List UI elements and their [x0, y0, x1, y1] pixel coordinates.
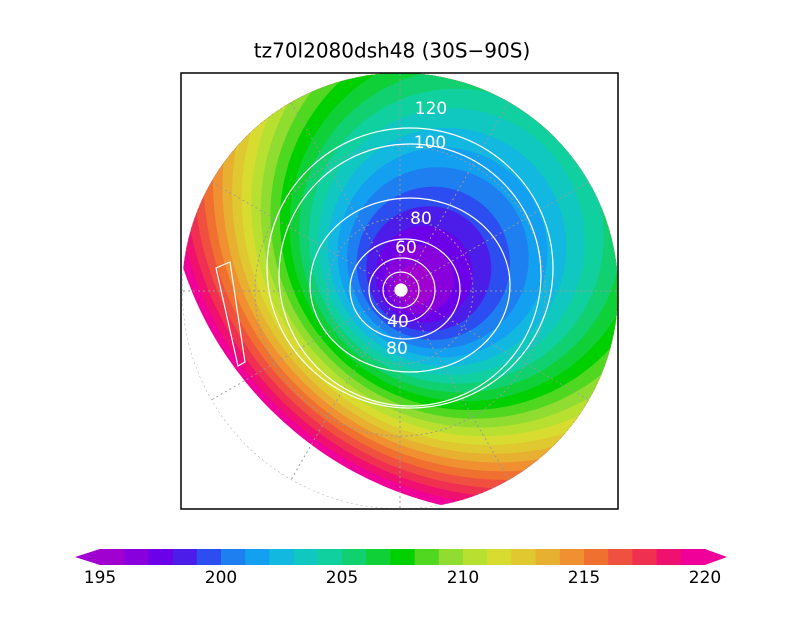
- contour-labels: 120 100 80 60 40 80: [386, 99, 447, 359]
- colorbar-box: [438, 549, 464, 565]
- contour-label: 80: [386, 339, 408, 359]
- colorbar-box: [632, 549, 658, 565]
- colorbar-tick-label: 195: [84, 568, 116, 588]
- colorbar-box: [196, 549, 222, 565]
- colorbar-box: [221, 549, 246, 565]
- colorbar-box: [317, 549, 343, 565]
- colorbar-box: [172, 549, 198, 565]
- parallel: [326, 217, 474, 365]
- colorbar-box: [608, 549, 633, 565]
- meridian: [200, 290, 401, 407]
- colorbar-tick-label: 210: [447, 568, 479, 588]
- parallel: [254, 145, 546, 437]
- colorbar-box: [342, 549, 367, 565]
- meridian: [284, 91, 401, 292]
- colorbar-box: [463, 549, 488, 565]
- colorbar-box: [100, 549, 125, 565]
- colorbar-arrow: [75, 549, 100, 565]
- meridian: [284, 290, 401, 491]
- colorbar-box: [559, 549, 585, 565]
- colorbar-box: [148, 549, 174, 565]
- contour-label: 80: [410, 209, 432, 229]
- graticule: [182, 73, 618, 509]
- colorbar-box: [293, 549, 319, 565]
- colorbar-tick-label: 205: [326, 568, 358, 588]
- meridian: [399, 175, 600, 292]
- contour-label: 120: [415, 99, 447, 119]
- meridian: [399, 91, 516, 292]
- colorbar-box: [656, 549, 682, 565]
- colorbar-box: [511, 549, 537, 565]
- colorbar-box: [124, 549, 149, 565]
- map-frame: [180, 72, 619, 510]
- meridian: [200, 175, 401, 292]
- colorbar-tick-label: 215: [568, 568, 600, 588]
- colorbar-box: [390, 549, 416, 565]
- colorbar-box: [487, 549, 512, 565]
- colorbar-box: [414, 549, 440, 565]
- colorbar-arrow: [705, 549, 727, 565]
- contour-fill: [182, 73, 618, 509]
- colorbar-box: [245, 549, 270, 565]
- meridian: [399, 290, 516, 491]
- colorbar-box: [535, 549, 561, 565]
- colorbar: 195 200 205 210 215 220: [75, 549, 727, 588]
- meridian: [399, 290, 600, 407]
- contour-label: 40: [387, 312, 409, 332]
- colorbar-tick-label: 200: [205, 568, 237, 588]
- map-title: tz70l2080dsh48 (30S−90S): [254, 39, 531, 63]
- contour-label: 60: [395, 238, 417, 258]
- colorbar-box: [680, 549, 706, 565]
- colorbar-box: [269, 549, 295, 565]
- colorbar-box: [584, 549, 609, 565]
- contour-label: 100: [414, 133, 446, 153]
- colorbar-tick-label: 220: [689, 568, 721, 588]
- colorbar-box: [366, 549, 391, 565]
- contour-lines: [215, 127, 554, 409]
